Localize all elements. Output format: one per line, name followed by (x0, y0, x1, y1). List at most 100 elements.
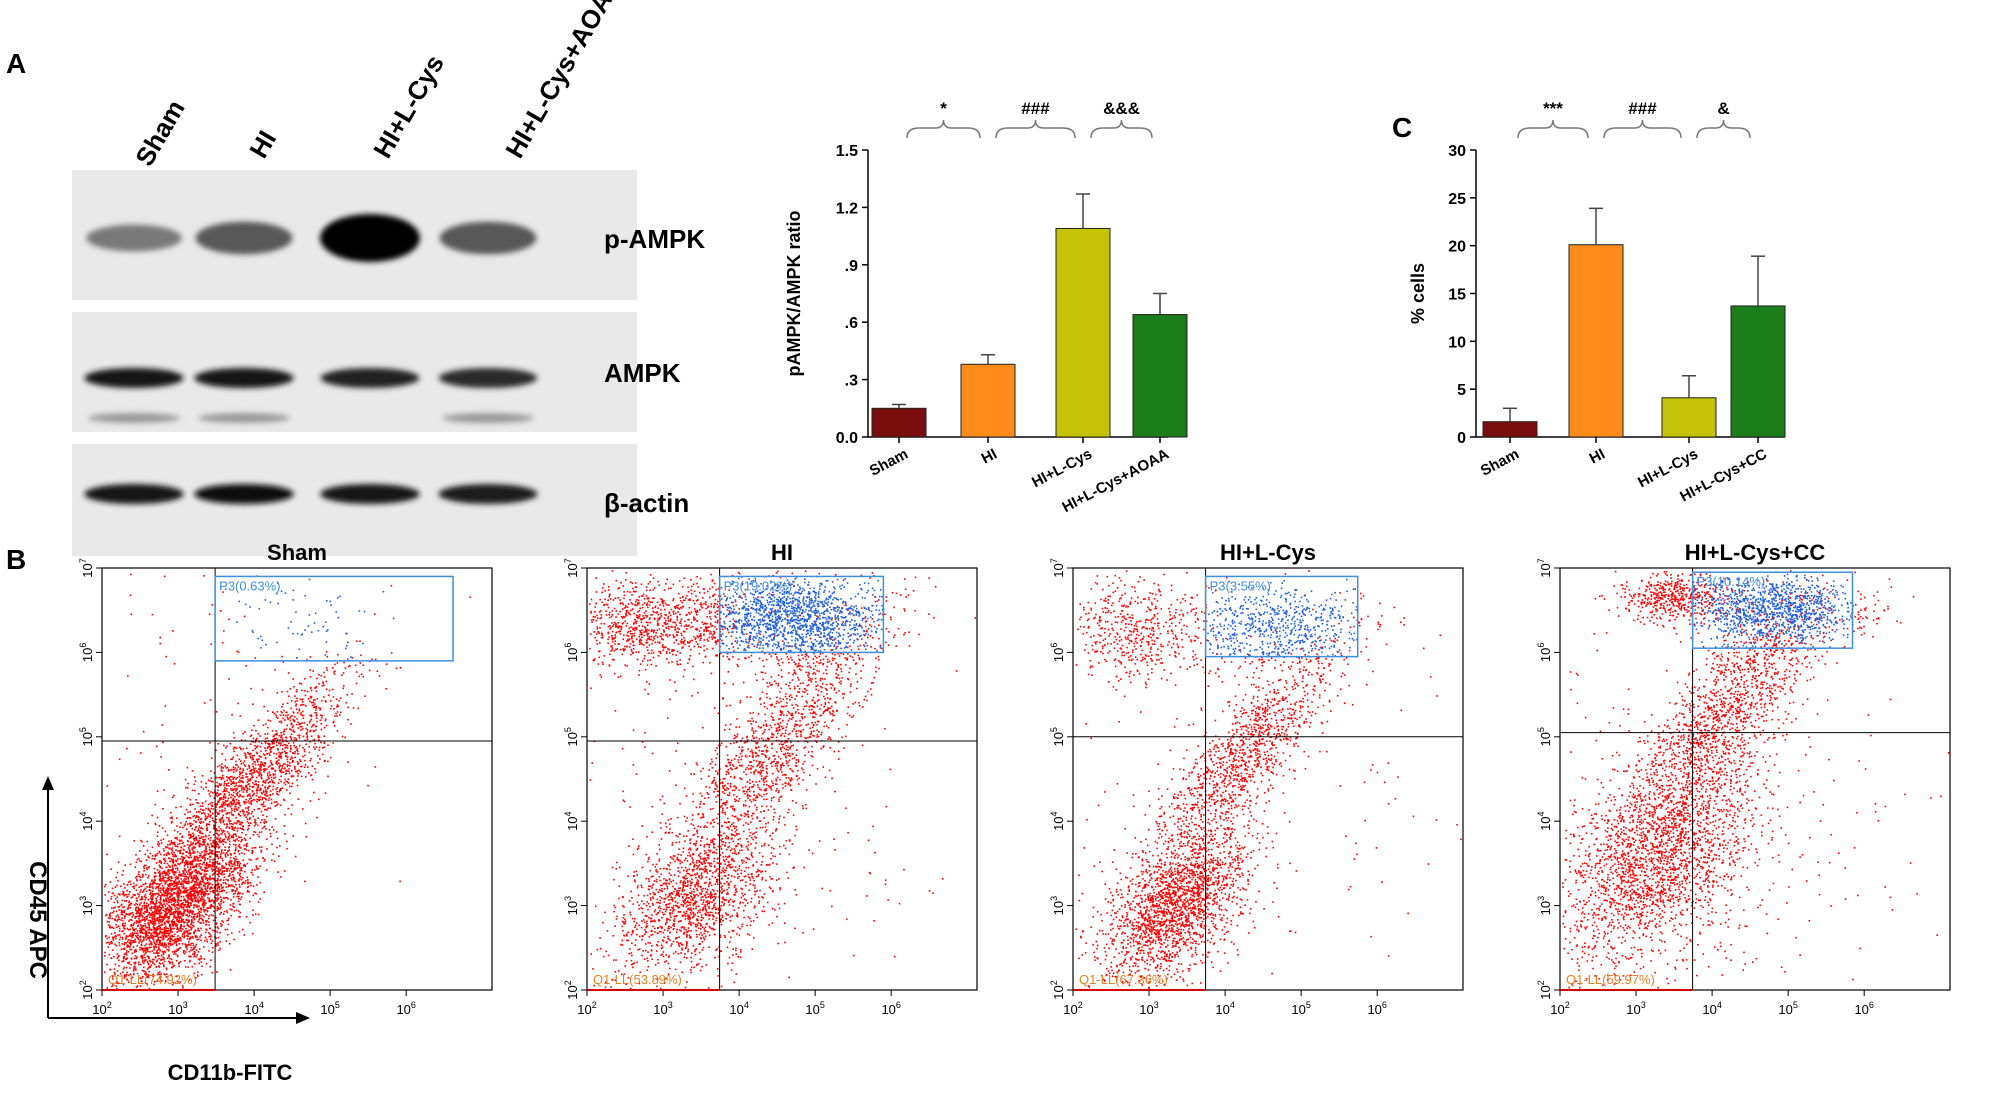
event (183, 951, 185, 953)
event (234, 786, 236, 788)
event (266, 848, 268, 850)
event (251, 847, 253, 849)
event (244, 760, 246, 762)
event (246, 790, 248, 792)
event (294, 766, 296, 768)
event (238, 786, 240, 788)
event (132, 932, 134, 934)
event (374, 613, 376, 615)
event (228, 885, 230, 887)
event (155, 823, 157, 825)
event (256, 752, 258, 754)
event (149, 853, 151, 855)
event (285, 784, 287, 786)
event (300, 760, 302, 762)
event (197, 840, 199, 842)
event (284, 744, 286, 746)
event (185, 821, 187, 823)
event (241, 789, 243, 791)
event (225, 796, 227, 798)
event (240, 837, 242, 839)
event (205, 893, 207, 895)
event (326, 600, 328, 602)
event (186, 828, 188, 830)
event (194, 856, 196, 858)
event (151, 921, 153, 923)
event (216, 900, 218, 902)
event (304, 678, 306, 680)
event (259, 808, 261, 810)
event (292, 725, 294, 727)
event (273, 753, 275, 755)
event (346, 633, 348, 635)
event (190, 891, 192, 893)
event (230, 783, 232, 785)
event (287, 761, 289, 763)
event (279, 721, 281, 723)
event (280, 737, 282, 739)
event (255, 847, 257, 849)
y-tick-label: 5 (1457, 382, 1466, 399)
event (291, 804, 293, 806)
event (304, 766, 306, 768)
event (209, 933, 211, 935)
event (202, 844, 204, 846)
event (220, 833, 222, 835)
event (252, 757, 254, 759)
event (120, 919, 122, 921)
event (163, 848, 165, 850)
event (294, 751, 296, 753)
event (216, 866, 218, 868)
event (267, 710, 269, 712)
event (249, 798, 251, 800)
event (173, 936, 175, 938)
event (168, 885, 170, 887)
event (305, 823, 307, 825)
event (159, 879, 161, 881)
event (281, 590, 283, 592)
event (230, 801, 232, 803)
event (227, 898, 229, 900)
event (153, 929, 155, 931)
event (162, 936, 164, 938)
event (299, 682, 301, 684)
event (174, 952, 176, 954)
event (207, 858, 209, 860)
event (322, 754, 324, 756)
event (154, 906, 156, 908)
event (302, 728, 304, 730)
event (233, 751, 235, 753)
event (257, 745, 259, 747)
event (188, 869, 190, 871)
event (218, 835, 220, 837)
event (174, 934, 176, 936)
event (198, 802, 200, 804)
event (180, 890, 182, 892)
event (282, 703, 284, 705)
event (204, 958, 206, 960)
event (163, 858, 165, 860)
event (177, 890, 179, 892)
event (193, 867, 195, 869)
event (160, 839, 162, 841)
event (165, 898, 167, 900)
event (291, 700, 293, 702)
event (281, 712, 283, 714)
event (175, 908, 177, 910)
event (196, 880, 198, 882)
event (216, 830, 218, 832)
event (230, 899, 232, 901)
event (146, 905, 148, 907)
event (249, 922, 251, 924)
event (198, 857, 200, 859)
event (327, 761, 329, 763)
event (279, 779, 281, 781)
event (177, 956, 179, 958)
event (227, 854, 229, 856)
event (198, 887, 200, 889)
event (109, 942, 111, 944)
event (193, 877, 195, 879)
lane-label-hi-lcys-aoaa: HI+L-Cys+AOAA (499, 0, 628, 163)
event (154, 868, 156, 870)
significance-label-0: * (940, 100, 947, 118)
